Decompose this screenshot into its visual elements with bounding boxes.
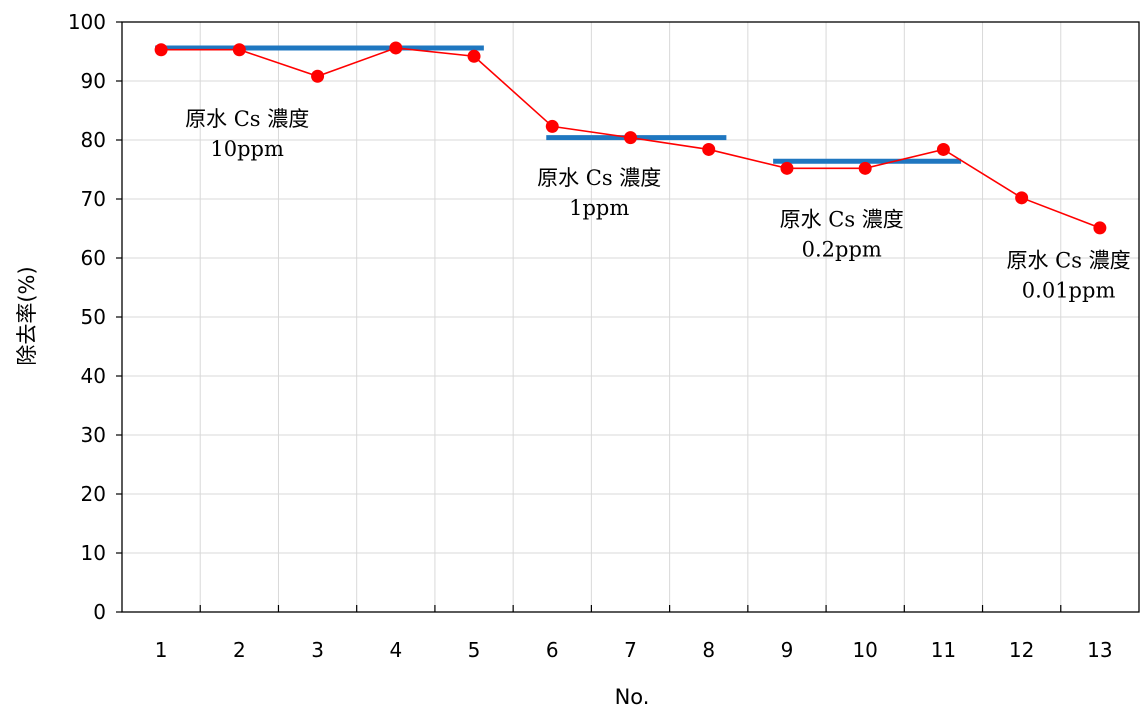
annotation-value: 10ppm	[210, 137, 284, 161]
y-axis-title: 除去率(%)	[15, 266, 39, 365]
annotation-label: 原水 Cs 濃度	[185, 107, 309, 131]
x-tick-label: 5	[468, 638, 481, 662]
data-point	[858, 161, 872, 175]
data-point	[545, 119, 559, 133]
data-point	[467, 49, 481, 63]
x-tick-label: 6	[546, 638, 559, 662]
x-tick-label: 3	[311, 638, 324, 662]
x-tick-label: 7	[624, 638, 637, 662]
y-tick-label: 10	[81, 541, 106, 565]
x-tick-label: 11	[931, 638, 956, 662]
x-tick-label: 9	[781, 638, 794, 662]
x-tick-label: 12	[1009, 638, 1034, 662]
y-tick-label: 90	[81, 69, 106, 93]
data-point	[1015, 191, 1029, 205]
annotation-value: 1ppm	[569, 196, 629, 220]
grid-layer	[122, 21, 1139, 612]
data-point	[936, 142, 950, 156]
annotation-label: 原水 Cs 濃度	[780, 207, 904, 231]
x-tick-label: 4	[389, 638, 402, 662]
y-tick-label: 80	[81, 128, 106, 152]
annotations: 原水 Cs 濃度 10ppm 原水 Cs 濃度 1ppm 原水 Cs 濃度 0.2ppm 原…	[185, 107, 1131, 303]
data-point	[624, 131, 637, 145]
data-point	[311, 69, 325, 83]
annotation-value: 0.2ppm	[802, 237, 882, 261]
annotation-value: 0.01ppm	[1022, 279, 1116, 303]
y-tick-label: 50	[81, 305, 106, 329]
y-tick-label: 0	[93, 600, 106, 624]
x-tick-label: 10	[852, 638, 877, 662]
x-axis-title: No.	[615, 685, 650, 709]
y-tick-label: 20	[81, 482, 106, 506]
y-tick-label: 100	[68, 10, 106, 34]
x-tick-label: 8	[702, 638, 715, 662]
y-tick-label: 70	[81, 187, 106, 211]
plot-area-border	[121, 21, 1140, 613]
x-tick-label: 13	[1087, 638, 1112, 662]
x-tick-label: 1	[155, 638, 168, 662]
data-point	[702, 142, 716, 156]
series-layer	[154, 41, 1107, 235]
data-point	[154, 43, 168, 57]
y-tick-label: 60	[81, 246, 106, 270]
y-tick-label: 40	[81, 364, 106, 388]
x-tick-label: 2	[233, 638, 246, 662]
data-point	[389, 41, 403, 55]
data-point	[1093, 221, 1107, 235]
annotation-label: 原水 Cs 濃度	[537, 166, 661, 190]
annotation-label: 原水 Cs 濃度	[1006, 249, 1130, 273]
data-point	[780, 161, 794, 175]
y-tick-label: 30	[81, 423, 106, 447]
data-point	[232, 43, 246, 57]
